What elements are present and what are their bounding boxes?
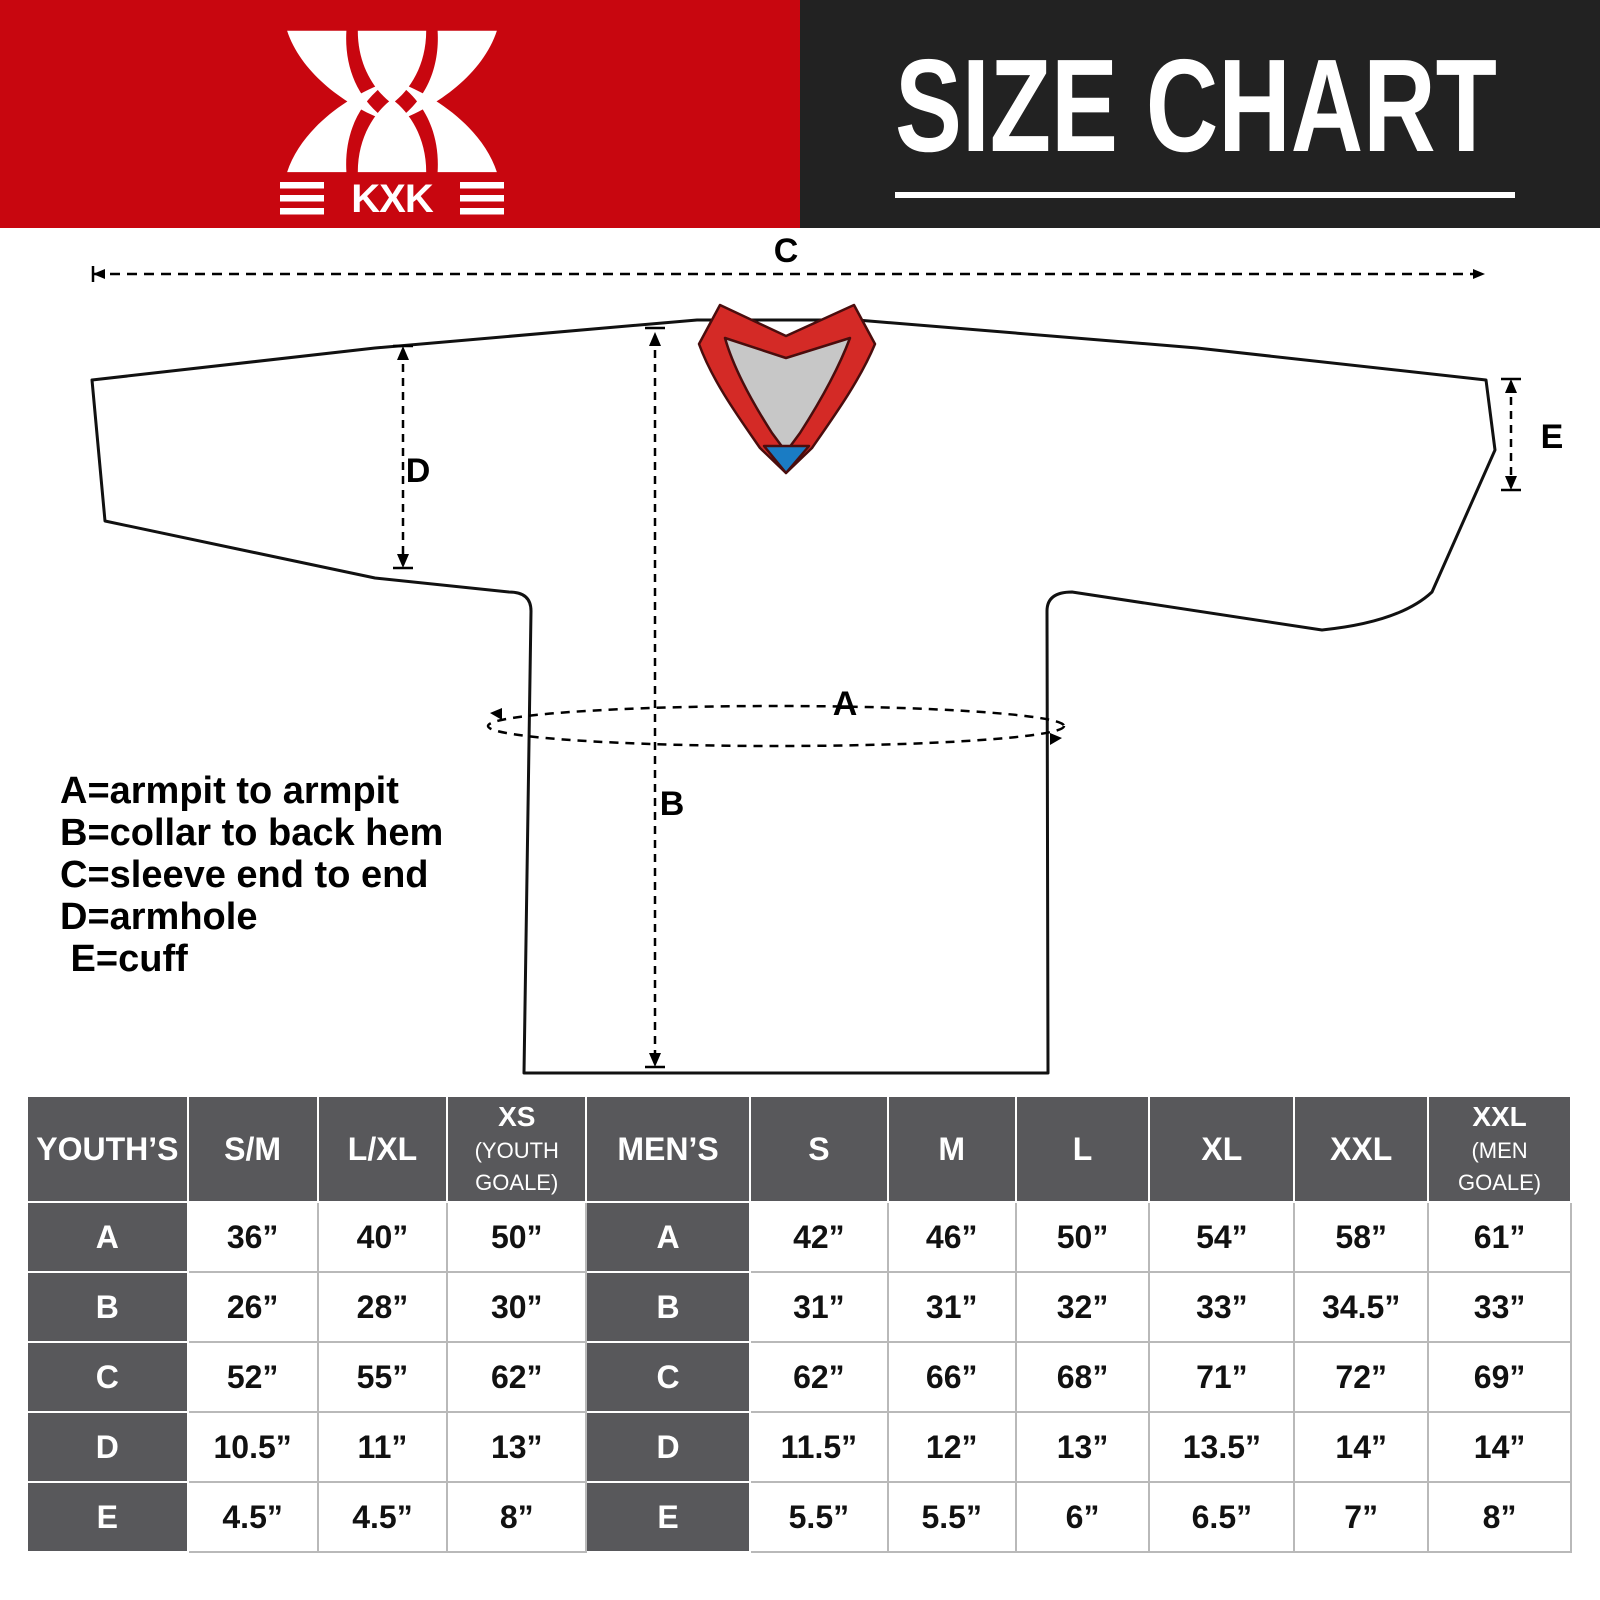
svg-text:A: A [833,685,858,723]
svg-text:E: E [1541,418,1564,456]
svg-text:D: D [406,452,431,490]
svg-text:B: B [660,785,685,823]
svg-text:C: C [774,232,799,270]
svg-text:KXK: KXK [351,179,434,217]
